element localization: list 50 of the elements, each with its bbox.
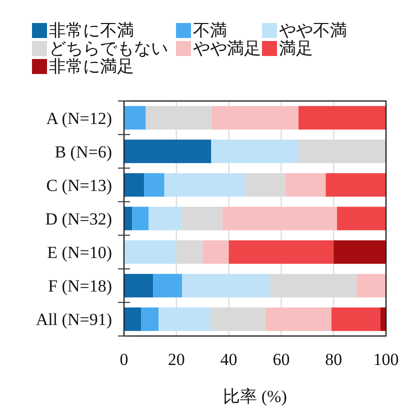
y-tick-label: D (N=32) (45, 210, 112, 228)
bar (285, 173, 326, 197)
bar (141, 307, 159, 331)
bar (124, 240, 176, 264)
bar (337, 206, 386, 230)
y-tick-label: All (N=91) (36, 310, 112, 330)
legend-label: やや満足 (193, 39, 261, 58)
bar (148, 206, 182, 230)
x-tick-label: 20 (168, 350, 185, 369)
legend-label: 満足 (279, 39, 313, 58)
y-tick-label: E (N=10) (47, 243, 112, 262)
bar (144, 173, 164, 197)
bar (298, 106, 386, 130)
bar (124, 140, 212, 164)
bar (228, 240, 334, 264)
x-tick-label: 0 (120, 350, 128, 369)
bar (211, 140, 298, 164)
bar (326, 173, 386, 197)
y-tick-label: B (N=6) (54, 142, 112, 162)
x-tick-label: 60 (272, 350, 290, 369)
y-tick-label: A (N=12) (46, 108, 112, 128)
x-axis-title: 比率 (%) (223, 387, 287, 406)
legend-label: やや不満 (279, 21, 347, 40)
bar (182, 274, 270, 298)
bar (158, 307, 210, 331)
bar (164, 173, 246, 197)
bar (265, 307, 332, 331)
bar (181, 206, 222, 230)
x-tick-label: 40 (220, 350, 238, 369)
bar (124, 206, 132, 230)
y-tick-label: F (N=18) (48, 276, 112, 296)
x-tick-label: 100 (373, 350, 399, 369)
bar (124, 106, 146, 130)
legend-label: どちらでもない (49, 39, 168, 58)
bar (153, 274, 182, 298)
legend-label: 不満 (193, 21, 227, 40)
bar (132, 206, 149, 230)
legend-label: 非常に満足 (49, 57, 134, 76)
bar (124, 274, 154, 298)
bar (124, 307, 142, 331)
legend-label: 非常に不満 (49, 21, 134, 40)
bar (202, 240, 229, 264)
x-tick-label: 80 (325, 350, 342, 369)
bar (332, 307, 380, 331)
bar (124, 173, 144, 197)
y-tick-label: C (N=13) (46, 176, 112, 195)
bar (356, 274, 386, 298)
bar (222, 206, 338, 230)
bar (334, 240, 386, 264)
bar (211, 106, 298, 130)
